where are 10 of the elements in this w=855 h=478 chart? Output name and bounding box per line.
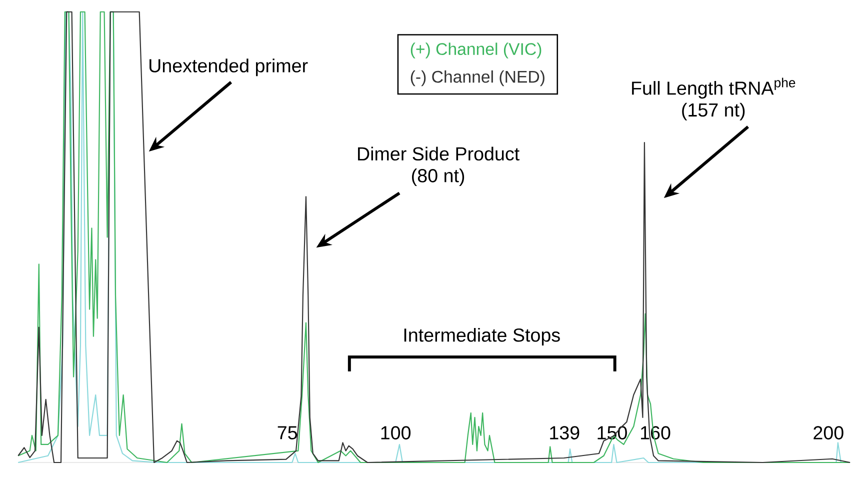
- x-tick-label: 75: [278, 426, 298, 440]
- x-tick-label: 100: [381, 426, 411, 440]
- text: (+) Channel (VIC): [410, 42, 542, 58]
- text: Full Length tRNA$^{phe}$ (157 nt): [632, 78, 796, 120]
- annotation: Intermediate Stops: [404, 328, 560, 346]
- annotation: Unextended primer: [150, 58, 308, 76]
- text: (-) Channel (NED): [410, 70, 544, 86]
- x-tick-label: 139: [550, 426, 580, 440]
- x-tick-label: 200: [814, 426, 844, 440]
- annotation: Dimer Side Product (80 nt): [358, 146, 520, 186]
